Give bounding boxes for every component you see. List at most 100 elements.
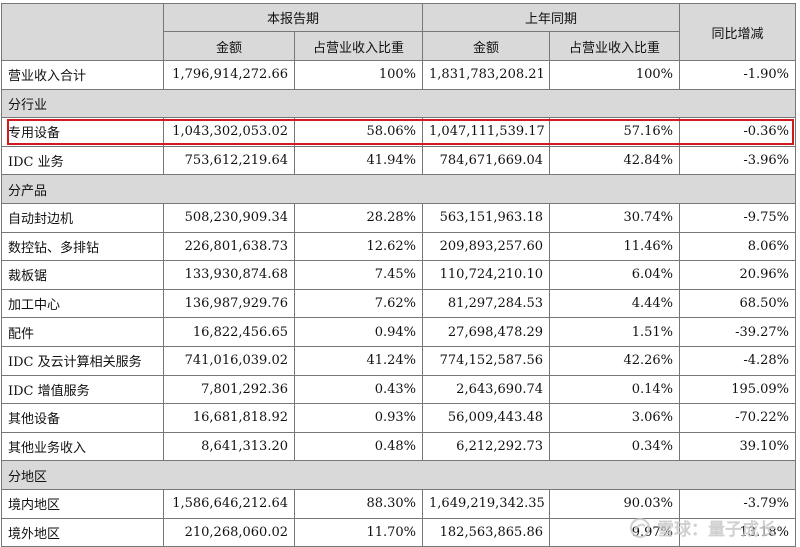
table-row: IDC 及云计算相关服务 741,016,039.02 41.24% 774,1… [1, 345, 797, 376]
row-label: 其他业务收入 [1, 431, 164, 462]
yoy-change: -9.75% [679, 202, 797, 233]
prior-amount: 81,297,284.53 [422, 288, 551, 319]
header-prior-period: 上年同期 [422, 3, 681, 32]
row-label: IDC 及云计算相关服务 [1, 345, 164, 376]
prior-share: 0.34% [549, 431, 681, 462]
row-label: 数控钻、多排钻 [1, 231, 164, 262]
prior-amount: 182,563,865.86 [422, 517, 551, 547]
table-row: IDC 增值服务 7,801,292.36 0.43% 2,643,690.74… [1, 374, 797, 405]
prior-amount: 27,698,478.29 [422, 317, 551, 347]
prior-share: 90.03% [549, 488, 681, 519]
row-label: 裁板锯 [1, 260, 164, 290]
row-label: 其他设备 [1, 403, 164, 433]
current-share: 0.43% [293, 374, 424, 405]
header-current-amount: 金额 [163, 31, 295, 61]
table-row: 自动封边机 508,230,909.34 28.28% 563,151,963.… [1, 202, 797, 233]
current-share: 28.28% [293, 202, 424, 233]
current-amount: 753,612,219.64 [163, 145, 295, 176]
current-share: 0.94% [293, 317, 424, 347]
prior-share: 57.16% [549, 117, 681, 147]
current-amount: 16,822,456.65 [163, 317, 295, 347]
prior-share: 11.46% [549, 231, 681, 262]
current-amount: 8,641,313.20 [163, 431, 295, 462]
table-row: 专用设备 1,043,302,053.02 58.06% 1,047,111,5… [1, 117, 797, 147]
header-prior-share: 占营业收入比重 [549, 31, 681, 61]
current-amount: 741,016,039.02 [163, 345, 295, 376]
current-amount: 1,586,646,212.64 [163, 488, 295, 519]
revenue-breakdown-table: 本报告期 上年同期 同比增减 金额 占营业收入比重 金额 占营业收入比重 营业收… [0, 3, 797, 547]
yoy-change: -3.79% [679, 488, 797, 519]
current-share: 88.30% [293, 488, 424, 519]
section-header-product: 分产品 [0, 174, 797, 204]
table-row: 境外地区 210,268,060.02 11.70% 182,563,865.8… [1, 517, 797, 547]
current-share: 58.06% [293, 117, 424, 147]
prior-amount: 2,643,690.74 [422, 374, 551, 405]
current-amount: 210,268,060.02 [163, 517, 295, 547]
table-row: 配件 16,822,456.65 0.94% 27,698,478.29 1.5… [1, 317, 797, 347]
yoy-change: 39.10% [679, 431, 797, 462]
table-row: 其他设备 16,681,818.92 0.93% 56,009,443.48 3… [1, 403, 797, 433]
prior-amount: 774,152,587.56 [422, 345, 551, 376]
prior-amount: 209,893,257.60 [422, 231, 551, 262]
current-share: 11.70% [293, 517, 424, 547]
row-label: 自动封边机 [1, 202, 164, 233]
yoy-change: 13.18% [679, 517, 797, 547]
prior-share: 1.51% [549, 317, 681, 347]
table-row: IDC 业务 753,612,219.64 41.94% 784,671,669… [1, 145, 797, 176]
prior-amount: 56,009,443.48 [422, 403, 551, 433]
prior-amount: 1,649,219,342.35 [422, 488, 551, 519]
yoy-change: -0.36% [679, 117, 797, 147]
section-title: 分行业 [0, 88, 797, 119]
current-share: 7.62% [293, 288, 424, 319]
section-header-region: 分地区 [0, 460, 797, 490]
yoy-change: 8.06% [679, 231, 797, 262]
prior-share: 0.14% [549, 374, 681, 405]
header-label-column [1, 3, 164, 61]
current-share: 0.48% [293, 431, 424, 462]
current-amount: 508,230,909.34 [163, 202, 295, 233]
prior-share: 30.74% [549, 202, 681, 233]
header-current-period: 本报告期 [162, 3, 424, 32]
prior-amount: 1,831,783,208.21 [422, 60, 551, 90]
table-row: 数控钻、多排钻 226,801,638.73 12.62% 209,893,25… [1, 231, 797, 262]
row-label: 加工中心 [1, 288, 164, 319]
table-row: 境内地区 1,586,646,212.64 88.30% 1,649,219,3… [1, 488, 797, 519]
yoy-change: -1.90% [679, 60, 797, 90]
current-amount: 1,043,302,053.02 [163, 117, 295, 147]
yoy-change: -39.27% [679, 317, 797, 347]
total-row: 营业收入合计 1,796,914,272.66 100% 1,831,783,2… [1, 60, 797, 90]
row-label: IDC 增值服务 [1, 374, 164, 405]
section-title: 分地区 [0, 460, 797, 490]
current-amount: 136,987,929.76 [163, 288, 295, 319]
header-prior-amount: 金额 [422, 31, 551, 61]
table-row: 裁板锯 133,930,874.68 7.45% 110,724,210.10 … [1, 260, 797, 290]
prior-share: 100% [549, 60, 681, 90]
section-title: 分产品 [0, 174, 797, 204]
section-header-industry: 分行业 [0, 88, 797, 119]
row-label: 专用设备 [1, 117, 164, 147]
prior-amount: 1,047,111,539.17 [422, 117, 551, 147]
prior-share: 9.97% [549, 517, 681, 547]
yoy-change: -3.96% [679, 145, 797, 176]
current-amount: 133,930,874.68 [163, 260, 295, 290]
yoy-change: 195.09% [679, 374, 797, 405]
row-label: 配件 [1, 317, 164, 347]
table-row: 加工中心 136,987,929.76 7.62% 81,297,284.53 … [1, 288, 797, 319]
header-yoy-change: 同比增减 [679, 3, 797, 61]
row-label: 境外地区 [1, 517, 164, 547]
prior-share: 6.04% [549, 260, 681, 290]
row-label: 境内地区 [1, 488, 164, 519]
current-amount: 1,796,914,272.66 [163, 60, 295, 90]
current-share: 7.45% [293, 260, 424, 290]
current-share: 100% [293, 60, 424, 90]
prior-share: 4.44% [549, 288, 681, 319]
yoy-change: -70.22% [679, 403, 797, 433]
current-amount: 7,801,292.36 [163, 374, 295, 405]
prior-share: 42.84% [549, 145, 681, 176]
current-amount: 226,801,638.73 [163, 231, 295, 262]
current-share: 12.62% [293, 231, 424, 262]
table-row: 其他业务收入 8,641,313.20 0.48% 6,212,292.73 0… [1, 431, 797, 462]
current-share: 0.93% [293, 403, 424, 433]
prior-amount: 784,671,669.04 [422, 145, 551, 176]
current-amount: 16,681,818.92 [163, 403, 295, 433]
